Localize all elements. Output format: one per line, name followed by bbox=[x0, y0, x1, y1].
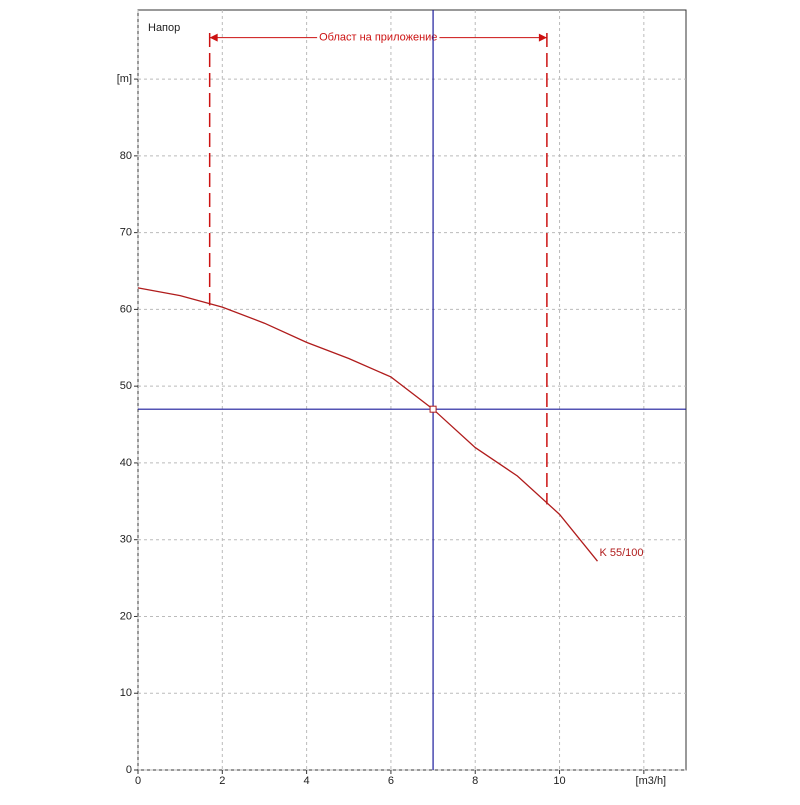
y-tick-label: 30 bbox=[120, 534, 132, 546]
x-tick-label: 4 bbox=[304, 775, 310, 787]
x-tick-label: 8 bbox=[472, 775, 478, 787]
x-tick-label: [m3/h] bbox=[636, 775, 667, 787]
y-tick-label: [m] bbox=[117, 73, 132, 85]
operating-point bbox=[429, 405, 437, 413]
y-tick-label: 20 bbox=[120, 610, 132, 622]
y-tick-label: 70 bbox=[120, 227, 132, 239]
series-label: K 55/100 bbox=[599, 547, 643, 559]
x-tick-label: 2 bbox=[219, 775, 225, 787]
y-tick-label: 0 bbox=[126, 764, 132, 776]
x-tick-label: 0 bbox=[135, 775, 141, 787]
range-label: Област на приложение bbox=[319, 32, 437, 44]
x-tick-label: 10 bbox=[553, 775, 565, 787]
y-tick-label: 80 bbox=[120, 150, 132, 162]
x-tick-label: 6 bbox=[388, 775, 394, 787]
series-line bbox=[137, 287, 598, 562]
y-tick-label: 60 bbox=[120, 303, 132, 315]
y-tick-label: 10 bbox=[120, 687, 132, 699]
label-bg bbox=[317, 31, 440, 44]
y-tick-label: 50 bbox=[120, 380, 132, 392]
chart-title: Напор bbox=[148, 22, 180, 34]
y-tick-label: 40 bbox=[120, 457, 132, 469]
